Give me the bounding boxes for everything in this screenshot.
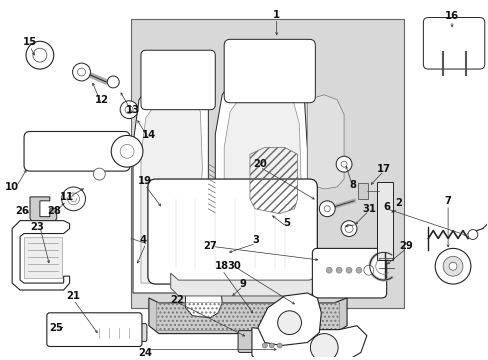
FancyBboxPatch shape bbox=[141, 50, 215, 110]
Circle shape bbox=[61, 187, 85, 211]
Circle shape bbox=[448, 262, 456, 270]
Text: 1: 1 bbox=[273, 10, 280, 19]
Text: 20: 20 bbox=[252, 159, 266, 169]
Text: 24: 24 bbox=[138, 348, 152, 359]
Circle shape bbox=[335, 267, 342, 273]
Circle shape bbox=[467, 230, 477, 239]
Text: 31: 31 bbox=[361, 204, 375, 214]
FancyBboxPatch shape bbox=[312, 248, 386, 298]
Text: 25: 25 bbox=[49, 323, 62, 333]
FancyBboxPatch shape bbox=[47, 313, 142, 346]
Text: 27: 27 bbox=[203, 242, 217, 251]
Text: 19: 19 bbox=[138, 176, 152, 186]
FancyBboxPatch shape bbox=[357, 183, 367, 199]
Text: 17: 17 bbox=[376, 164, 390, 174]
FancyBboxPatch shape bbox=[423, 18, 484, 69]
Text: 7: 7 bbox=[444, 196, 450, 206]
Circle shape bbox=[277, 343, 282, 348]
Text: 16: 16 bbox=[444, 10, 458, 21]
Polygon shape bbox=[307, 95, 344, 189]
FancyBboxPatch shape bbox=[238, 330, 269, 352]
Polygon shape bbox=[12, 221, 69, 290]
FancyBboxPatch shape bbox=[376, 182, 392, 260]
Circle shape bbox=[33, 48, 47, 62]
Text: 10: 10 bbox=[5, 182, 19, 192]
Circle shape bbox=[341, 161, 346, 167]
Circle shape bbox=[125, 106, 133, 114]
Circle shape bbox=[341, 221, 356, 237]
Text: 13: 13 bbox=[126, 105, 140, 115]
Text: 3: 3 bbox=[252, 235, 259, 246]
Circle shape bbox=[107, 76, 119, 88]
Text: 18: 18 bbox=[215, 261, 229, 271]
Text: 23: 23 bbox=[30, 222, 44, 231]
Circle shape bbox=[355, 267, 361, 273]
FancyBboxPatch shape bbox=[224, 39, 315, 103]
Circle shape bbox=[26, 41, 54, 69]
FancyBboxPatch shape bbox=[24, 131, 130, 171]
Circle shape bbox=[345, 225, 352, 233]
Circle shape bbox=[319, 201, 334, 217]
Polygon shape bbox=[24, 237, 61, 278]
Circle shape bbox=[442, 256, 462, 276]
Text: 5: 5 bbox=[283, 218, 289, 228]
Text: 8: 8 bbox=[349, 180, 356, 190]
Circle shape bbox=[93, 168, 105, 180]
FancyBboxPatch shape bbox=[147, 179, 317, 284]
Text: 14: 14 bbox=[142, 130, 156, 140]
Polygon shape bbox=[185, 283, 222, 318]
Circle shape bbox=[346, 267, 351, 273]
Circle shape bbox=[78, 68, 85, 76]
Polygon shape bbox=[215, 65, 307, 293]
Circle shape bbox=[310, 334, 337, 360]
Circle shape bbox=[72, 63, 90, 81]
FancyBboxPatch shape bbox=[131, 18, 403, 308]
Text: 6: 6 bbox=[383, 202, 389, 212]
Polygon shape bbox=[251, 326, 366, 360]
Circle shape bbox=[269, 343, 274, 348]
Text: 9: 9 bbox=[239, 279, 246, 289]
Circle shape bbox=[324, 206, 329, 212]
Text: 12: 12 bbox=[94, 95, 108, 105]
Polygon shape bbox=[141, 94, 202, 283]
Text: 28: 28 bbox=[47, 206, 61, 216]
Circle shape bbox=[325, 267, 331, 273]
Circle shape bbox=[335, 156, 351, 172]
Circle shape bbox=[277, 311, 301, 334]
Polygon shape bbox=[133, 72, 208, 293]
Text: 21: 21 bbox=[66, 291, 81, 301]
Circle shape bbox=[67, 193, 80, 205]
Text: 29: 29 bbox=[399, 242, 412, 251]
Circle shape bbox=[120, 101, 138, 118]
Text: 26: 26 bbox=[15, 206, 29, 216]
Text: 30: 30 bbox=[227, 261, 241, 271]
Polygon shape bbox=[170, 273, 319, 296]
Text: 2: 2 bbox=[394, 198, 401, 208]
Circle shape bbox=[363, 265, 373, 275]
Polygon shape bbox=[224, 86, 301, 283]
Circle shape bbox=[262, 343, 267, 348]
Polygon shape bbox=[148, 298, 346, 334]
Text: 11: 11 bbox=[60, 192, 74, 202]
FancyBboxPatch shape bbox=[91, 324, 146, 342]
Polygon shape bbox=[257, 293, 321, 346]
Circle shape bbox=[111, 135, 142, 167]
Text: 22: 22 bbox=[169, 295, 183, 305]
Circle shape bbox=[434, 248, 470, 284]
Text: 15: 15 bbox=[23, 37, 37, 47]
Polygon shape bbox=[30, 197, 57, 226]
Circle shape bbox=[120, 144, 134, 158]
Text: 4: 4 bbox=[139, 235, 146, 246]
